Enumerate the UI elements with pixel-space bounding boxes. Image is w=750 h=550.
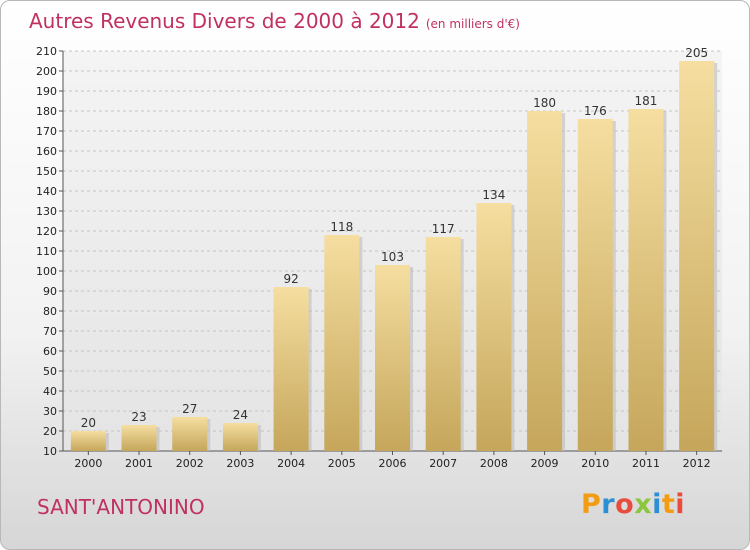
bar-2010 xyxy=(577,119,613,451)
data-label: 92 xyxy=(283,272,298,286)
x-tick-label: 2003 xyxy=(226,457,254,470)
data-label: 205 xyxy=(685,46,708,60)
chart-title: Autres Revenus Divers de 2000 à 2012 (en … xyxy=(29,9,520,33)
x-tick-label: 2004 xyxy=(277,457,305,470)
y-tick-label: 190 xyxy=(36,85,57,98)
bar-2000 xyxy=(70,431,106,451)
town-name: SANT'ANTONINO xyxy=(37,495,205,519)
chart-unit: (en milliers d'€) xyxy=(425,17,520,31)
y-tick-label: 30 xyxy=(43,405,57,418)
data-label: 24 xyxy=(233,408,248,422)
x-tick-label: 2000 xyxy=(74,457,102,470)
x-tick-label: 2008 xyxy=(480,457,508,470)
x-tick-label: 2006 xyxy=(379,457,407,470)
y-tick-label: 160 xyxy=(36,145,57,158)
y-tick-label: 40 xyxy=(43,385,57,398)
data-label: 117 xyxy=(432,222,455,236)
x-tick-label: 2002 xyxy=(176,457,204,470)
chart-title-text: Autres Revenus Divers de 2000 à 2012 xyxy=(29,9,420,33)
logo-letter: o xyxy=(615,489,635,520)
bar-2009 xyxy=(527,111,563,451)
y-tick-label: 210 xyxy=(36,45,57,58)
data-label: 180 xyxy=(533,96,556,110)
bar-2002 xyxy=(172,417,208,451)
y-tick-label: 180 xyxy=(36,105,57,118)
data-label: 27 xyxy=(182,402,197,416)
data-label: 134 xyxy=(482,188,505,202)
bar-2011 xyxy=(628,109,664,451)
bar-2001 xyxy=(121,425,157,451)
y-tick-label: 200 xyxy=(36,65,57,78)
data-label: 23 xyxy=(131,410,146,424)
x-tick-label: 2011 xyxy=(632,457,660,470)
x-tick-label: 2010 xyxy=(581,457,609,470)
bar-2008 xyxy=(476,203,512,451)
bar-2007 xyxy=(425,237,461,451)
y-tick-label: 100 xyxy=(36,265,57,278)
y-tick-label: 90 xyxy=(43,285,57,298)
y-tick-label: 20 xyxy=(43,425,57,438)
y-tick-label: 70 xyxy=(43,325,57,338)
logo-letter: i xyxy=(675,489,686,520)
data-label: 176 xyxy=(584,104,607,118)
data-label: 181 xyxy=(635,94,658,108)
bar-2005 xyxy=(324,235,360,451)
logo-letter: P xyxy=(581,489,602,520)
y-tick-label: 150 xyxy=(36,165,57,178)
x-tick-label: 2012 xyxy=(683,457,711,470)
y-tick-label: 50 xyxy=(43,365,57,378)
logo-letter: x xyxy=(634,489,653,520)
x-tick-label: 2007 xyxy=(429,457,457,470)
bar-2003 xyxy=(222,423,258,451)
y-tick-label: 110 xyxy=(36,245,57,258)
logo-letter: i xyxy=(652,489,662,520)
y-tick-label: 80 xyxy=(43,305,57,318)
proxiti-logo: Proxiti xyxy=(581,489,685,520)
logo-letter: t xyxy=(661,489,676,520)
y-tick-label: 130 xyxy=(36,205,57,218)
y-tick-label: 120 xyxy=(36,225,57,238)
bar-2004 xyxy=(273,287,309,451)
y-tick-label: 170 xyxy=(36,125,57,138)
y-tick-label: 10 xyxy=(43,445,57,458)
x-tick-label: 2005 xyxy=(328,457,356,470)
data-label: 103 xyxy=(381,250,404,264)
y-tick-label: 140 xyxy=(36,185,57,198)
y-tick-label: 60 xyxy=(43,345,57,358)
bar-2012 xyxy=(679,61,715,451)
data-label: 20 xyxy=(81,416,96,430)
x-tick-label: 2001 xyxy=(125,457,153,470)
data-label: 118 xyxy=(330,220,353,234)
bar-2006 xyxy=(375,265,410,451)
logo-letter: r xyxy=(601,489,616,520)
x-tick-label: 2009 xyxy=(531,457,559,470)
